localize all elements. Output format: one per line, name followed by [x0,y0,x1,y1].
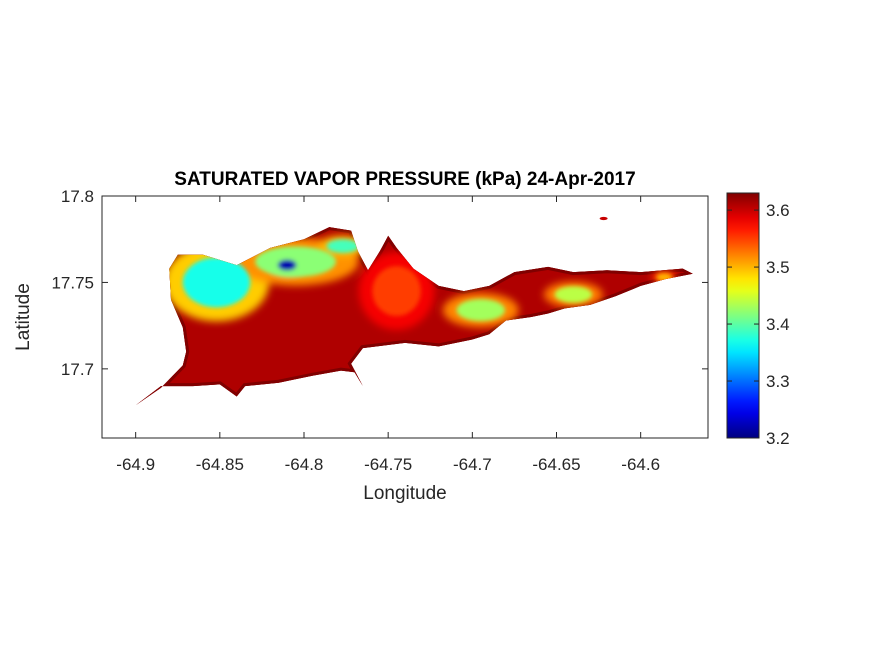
y-tick-label: 17.8 [61,187,94,206]
x-tick-label: -64.7 [453,455,492,474]
region-core-5 [456,299,505,322]
y-tick-label: 17.7 [61,360,94,379]
map-title: SATURATED VAPOR PRESSURE (kPa) 24-Apr-20… [174,169,635,190]
colorbar-tick-label: 3.6 [766,201,790,220]
x-tick-label: -64.85 [196,455,244,474]
plot-area: -64.9 -64.85 -64.8 -64.75 -64.7 -64.65 -64.6 1… [51,187,709,474]
x-tick-label: -64.75 [364,455,412,474]
axes-frame [101,195,709,439]
colorbar-tick-label: 3.5 [766,258,790,277]
region-core-2 [277,259,297,271]
colorbar: 3.2 3.3 3.4 3.5 3.6 [726,192,790,448]
y-axis: 17.7 17.75 17.8 [51,187,708,379]
region-core-0 [182,257,251,308]
x-tick-label: -64.6 [621,455,660,474]
islet-0 [599,216,608,221]
x-axis: -64.9 -64.85 -64.8 -64.75 -64.7 -64.65 -64.6 [116,196,660,474]
colorbar-tick-label: 3.2 [766,429,790,448]
x-tick-label: -64.9 [116,455,155,474]
y-axis-label: Latitude [13,283,34,351]
x-tick-label: -64.8 [285,455,324,474]
region-core-6 [554,286,593,303]
colorbar-tick-label: 3.3 [766,372,790,391]
region-core-1 [255,246,336,277]
y-tick-label: 17.75 [51,273,94,292]
x-axis-label: Longitude [363,483,446,504]
region-core-3 [326,239,359,254]
colorbar-ticks: 3.2 3.3 3.4 3.5 3.6 [727,201,790,448]
x-tick-label: -64.65 [532,455,580,474]
colorbar-frame [726,192,760,439]
colorbar-gradient [727,193,759,438]
colorbar-tick-label: 3.4 [766,315,790,334]
region-core-4 [372,266,421,316]
